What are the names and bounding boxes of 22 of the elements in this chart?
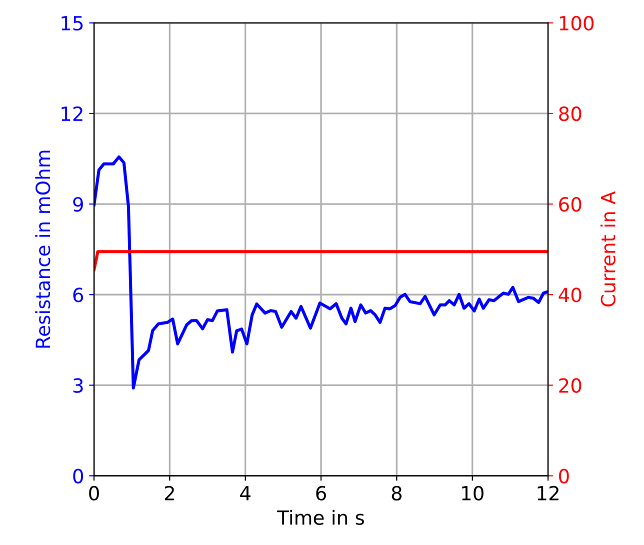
y-tick-label: 12 <box>62 106 82 121</box>
y-tick-label: 6 <box>73 288 84 302</box>
y-tick-label: 3 <box>73 378 83 393</box>
y2-axis-title: Current in A <box>600 191 616 306</box>
x-tick-label: 2 <box>164 486 174 500</box>
y-axis-title: Resistance in mOhm <box>35 150 50 348</box>
y-tick-label: 15 <box>62 16 83 31</box>
x-tick-label: 6 <box>316 486 326 501</box>
y2-tick-label: 20 <box>559 378 582 393</box>
y-tick-label: 0 <box>73 468 84 484</box>
x-tick-label: 12 <box>538 486 558 500</box>
y2-tick-label: 80 <box>559 106 582 122</box>
y-tick-label: 9 <box>73 197 83 212</box>
x-tick-label: 8 <box>392 486 402 501</box>
y2-tick-label: 60 <box>559 197 582 212</box>
x-tick-label: 0 <box>89 486 99 501</box>
y2-tick-label: 100 <box>560 16 594 31</box>
y2-tick-label: 0 <box>559 468 569 484</box>
x-axis-title: Time in s <box>277 510 364 525</box>
x-tick-label: 4 <box>240 486 250 500</box>
y2-tick-label: 40 <box>558 288 582 302</box>
x-tick-label: 10 <box>462 486 484 501</box>
